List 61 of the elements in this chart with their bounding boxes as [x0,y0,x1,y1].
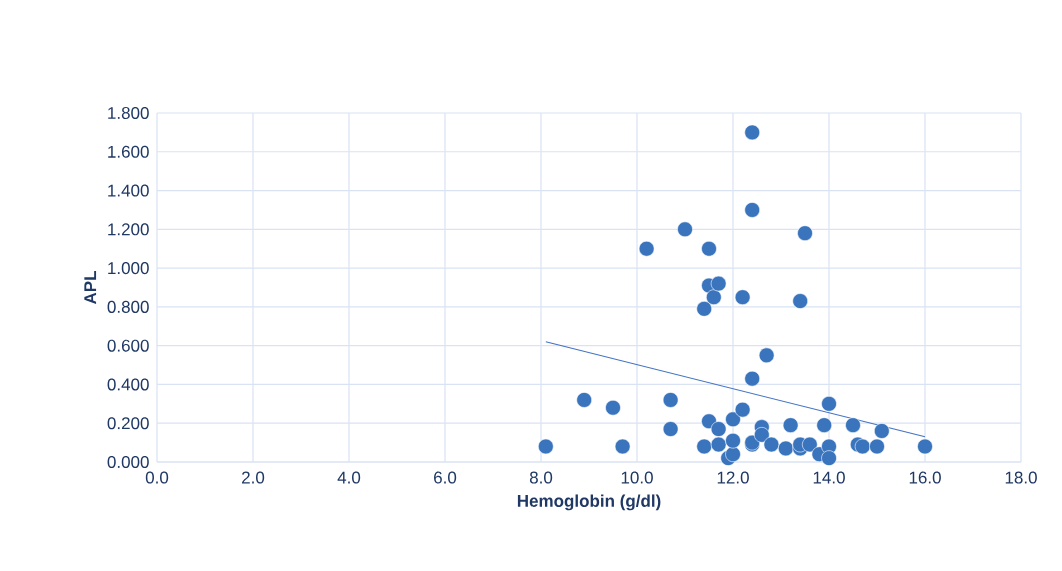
point [710,421,727,437]
point [614,438,631,455]
x-tick-label: 14.0 [813,471,845,484]
point [763,436,780,453]
y-tick-label: 1.000 [108,262,149,275]
x-tick-label: 0.0 [145,471,169,484]
point [734,401,751,418]
point [754,427,770,443]
point [696,301,713,317]
point [821,450,837,466]
x-tick-label: 4.0 [337,471,361,484]
y-tick-label: 0.400 [107,378,149,391]
y-tick-label: 0.600 [107,339,149,352]
point [874,423,890,439]
y-tick-label: 0.200 [107,417,149,430]
point [845,417,861,433]
x-tick-label: 2.0 [242,471,265,484]
point [821,396,837,412]
x-tick-label: 12.0 [717,471,749,484]
y-tick-label: 0.800 [107,300,149,313]
point [725,446,741,463]
point [605,399,621,416]
point [744,124,761,141]
x-tick-label: 18.0 [1005,471,1037,484]
point [782,417,799,433]
point [802,436,818,453]
y-axis-title: APL [84,271,97,305]
point [662,392,679,408]
point [662,421,679,437]
point [816,417,833,433]
point [710,275,727,292]
point [744,202,761,218]
point [854,438,871,455]
point [869,438,885,455]
x-tick-label: 10.0 [621,471,653,484]
point [677,221,693,238]
point [538,438,554,455]
point [638,240,655,257]
point [797,225,813,242]
point [758,347,775,364]
point [696,438,713,455]
point [792,293,809,309]
point [744,370,761,387]
point [576,392,593,408]
y-tick-label: 1.800 [108,106,149,120]
x-tick-label: 8.0 [529,471,553,484]
x-tick-label: 6.0 [434,471,457,484]
point [725,432,741,449]
y-tick-label: 0.000 [107,455,149,469]
y-tick-label: 1.600 [108,145,149,158]
y-tick-label: 1.400 [108,184,149,197]
point [917,438,933,455]
point [725,411,741,428]
x-tick-label: 16.0 [909,471,941,484]
point [710,436,727,453]
point [706,289,722,305]
x-axis-title: Hemoglobin (g/dl) [517,494,661,511]
point [701,240,717,257]
y-tick-label: 1.200 [108,223,149,236]
point [734,289,751,305]
point [778,440,794,457]
